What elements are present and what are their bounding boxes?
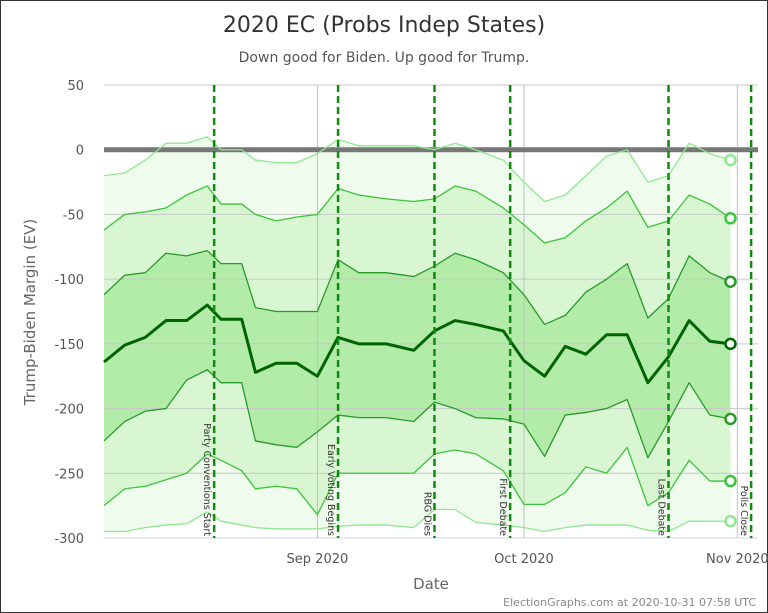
series-line-lower3	[104, 508, 731, 533]
x-axis-label: Date	[413, 575, 449, 593]
event-label: Polls Close	[738, 486, 749, 536]
event-label: First Debate	[497, 478, 508, 536]
chart-title: 2020 EC (Probs Indep States)	[223, 13, 545, 38]
x-tick-label: Nov 2020	[706, 552, 768, 567]
end-marker-upper2	[724, 212, 737, 225]
end-marker-lower2	[724, 474, 737, 488]
chart-subtitle: Down good for Biden. Up good for Trump.	[239, 50, 530, 66]
y-tick-label: -50	[63, 208, 84, 223]
series-line-median	[103, 303, 731, 385]
y-tick-label: 0	[76, 144, 84, 159]
series-line-lower2	[103, 446, 731, 516]
band-upper1-lower1	[104, 250, 731, 458]
event-label: Last Debate	[656, 479, 667, 537]
end-marker-upper1	[724, 275, 737, 288]
series-line-upper2	[103, 185, 731, 244]
end-marker-lower3	[724, 514, 737, 528]
y-tick-label: -150	[54, 338, 84, 353]
y-tick-label: 50	[67, 79, 84, 94]
y-tick-label: -300	[54, 532, 84, 547]
x-tick-label: Oct 2020	[494, 552, 554, 567]
series-line-lower1	[103, 369, 731, 459]
x-tick-label: Sep 2020	[287, 552, 349, 567]
y-axis-label: Trump-Biden Margin (EV)	[21, 219, 39, 407]
end-marker-upper3	[724, 153, 737, 167]
event-label: Early Voting Begins	[325, 444, 336, 536]
event-label: Party Conventions Start	[201, 423, 212, 536]
end-marker-lower1	[724, 412, 737, 426]
y-tick-label: -100	[54, 273, 84, 288]
y-tick-label: -250	[54, 467, 84, 482]
series-line-upper3	[103, 136, 731, 203]
footer-credit: ElectionGraphs.com at 2020-10-31 07:58 U…	[503, 596, 756, 609]
y-tick-label: -200	[54, 403, 84, 418]
series-line-upper1	[103, 250, 731, 326]
end-marker-median	[724, 337, 737, 351]
event-label: RBG Dies	[421, 492, 432, 536]
